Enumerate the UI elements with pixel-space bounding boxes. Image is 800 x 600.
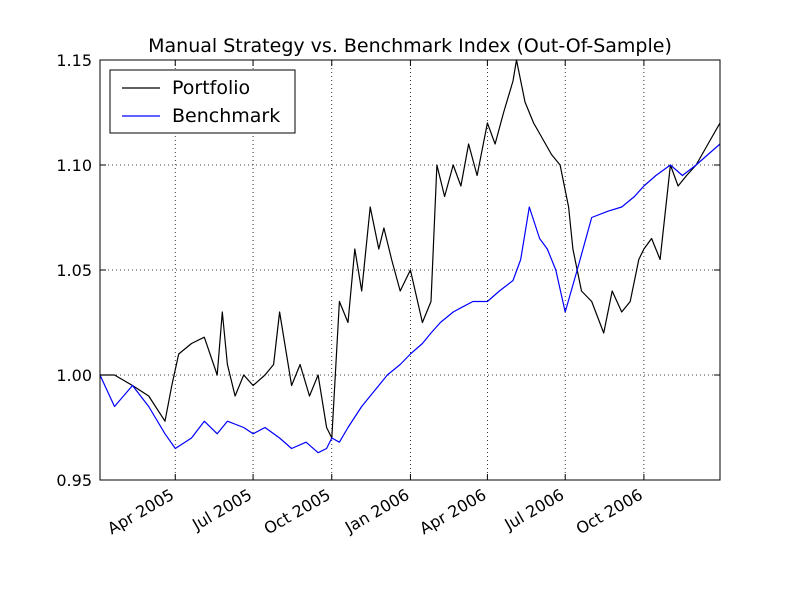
y-tick-label: 1.05 <box>56 261 92 280</box>
legend-box <box>109 69 296 134</box>
y-tick-label: 1.10 <box>56 156 92 175</box>
series-layer <box>99 59 721 454</box>
legend: Portfolio Benchmark <box>109 69 296 134</box>
series-line-benchmark <box>99 143 721 454</box>
y-tick-label: 1.00 <box>56 366 92 385</box>
y-tick-label: 1.15 <box>56 51 92 70</box>
y-tick-label: 0.95 <box>56 471 92 490</box>
chart-title: Manual Strategy vs. Benchmark Index (Out… <box>148 35 672 57</box>
series-line-portfolio <box>100 59 721 439</box>
legend-label-benchmark: Benchmark <box>172 105 280 127</box>
legend-label-portfolio: Portfolio <box>172 77 250 99</box>
